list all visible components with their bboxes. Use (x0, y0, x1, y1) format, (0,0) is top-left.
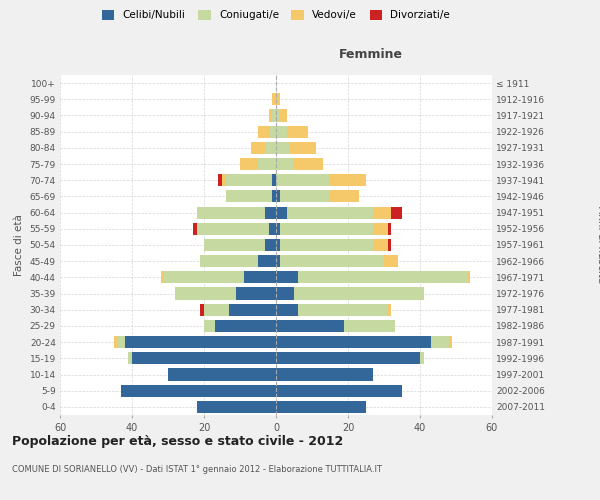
Bar (128, 352, 132, 364)
Bar (294, 158, 323, 170)
Bar (276, 352, 420, 364)
Bar (287, 126, 308, 138)
Bar (265, 142, 276, 154)
Text: COMUNE DI SORIANELLO (VV) - Dati ISTAT 1° gennaio 2012 - Elaborazione TUTTITALIA: COMUNE DI SORIANELLO (VV) - Dati ISTAT 1… (12, 465, 382, 474)
Bar (384, 255, 398, 268)
Bar (294, 288, 424, 300)
Bar (449, 336, 452, 348)
Bar (164, 272, 244, 283)
Bar (229, 304, 276, 316)
Bar (226, 190, 272, 202)
Bar (280, 110, 287, 122)
Bar (276, 272, 298, 283)
Bar (330, 174, 366, 186)
Bar (298, 272, 467, 283)
Bar (204, 304, 229, 316)
Bar (272, 174, 276, 186)
Bar (276, 126, 287, 138)
Bar (276, 320, 344, 332)
Bar (269, 222, 276, 235)
Bar (280, 255, 384, 268)
Bar (197, 401, 276, 413)
Bar (175, 288, 236, 300)
Bar (204, 320, 215, 332)
Bar (265, 206, 276, 218)
Y-axis label: Fasce di età: Fasce di età (14, 214, 24, 276)
Bar (125, 336, 276, 348)
Bar (391, 206, 402, 218)
Bar (388, 222, 391, 235)
Bar (258, 126, 269, 138)
Bar (215, 320, 276, 332)
Bar (204, 239, 265, 251)
Bar (197, 222, 269, 235)
Legend: Celibi/Nubili, Coniugati/e, Vedovi/e, Divorziati/e: Celibi/Nubili, Coniugati/e, Vedovi/e, Di… (102, 10, 450, 20)
Y-axis label: Anni di nascita: Anni di nascita (596, 206, 600, 284)
Bar (269, 126, 276, 138)
Bar (258, 158, 276, 170)
Bar (280, 239, 373, 251)
Bar (388, 304, 391, 316)
Bar (244, 272, 276, 283)
Bar (330, 190, 359, 202)
Bar (265, 239, 276, 251)
Bar (276, 384, 402, 397)
Bar (276, 110, 280, 122)
Bar (276, 158, 294, 170)
Bar (287, 206, 373, 218)
Text: Femmine: Femmine (339, 48, 403, 62)
Bar (193, 222, 197, 235)
Bar (121, 384, 276, 397)
Bar (388, 239, 391, 251)
Text: Popolazione per età, sesso e stato civile - 2012: Popolazione per età, sesso e stato civil… (12, 435, 343, 448)
Bar (258, 255, 276, 268)
Bar (197, 206, 265, 218)
Bar (280, 222, 373, 235)
Bar (276, 239, 280, 251)
Bar (290, 142, 316, 154)
Bar (276, 206, 287, 218)
Bar (269, 110, 272, 122)
Bar (373, 239, 388, 251)
Bar (276, 336, 431, 348)
Bar (344, 320, 395, 332)
Bar (218, 174, 222, 186)
Bar (276, 255, 280, 268)
Bar (467, 272, 470, 283)
Bar (276, 222, 280, 235)
Bar (251, 142, 265, 154)
Bar (373, 222, 388, 235)
Bar (276, 190, 280, 202)
Bar (276, 142, 290, 154)
Bar (276, 304, 298, 316)
Bar (222, 174, 226, 186)
Bar (226, 174, 272, 186)
Bar (420, 352, 424, 364)
Bar (114, 336, 118, 348)
Bar (132, 352, 276, 364)
Bar (276, 93, 280, 106)
Bar (272, 190, 276, 202)
Bar (236, 288, 276, 300)
Bar (276, 401, 366, 413)
Bar (431, 336, 449, 348)
Bar (240, 158, 258, 170)
Bar (272, 110, 276, 122)
Bar (200, 304, 204, 316)
Bar (118, 336, 125, 348)
Bar (276, 288, 294, 300)
Bar (373, 206, 391, 218)
Bar (200, 255, 258, 268)
Bar (272, 93, 276, 106)
Bar (276, 368, 373, 380)
Bar (168, 368, 276, 380)
Bar (276, 174, 330, 186)
Bar (280, 190, 330, 202)
Bar (298, 304, 388, 316)
Bar (161, 272, 164, 283)
